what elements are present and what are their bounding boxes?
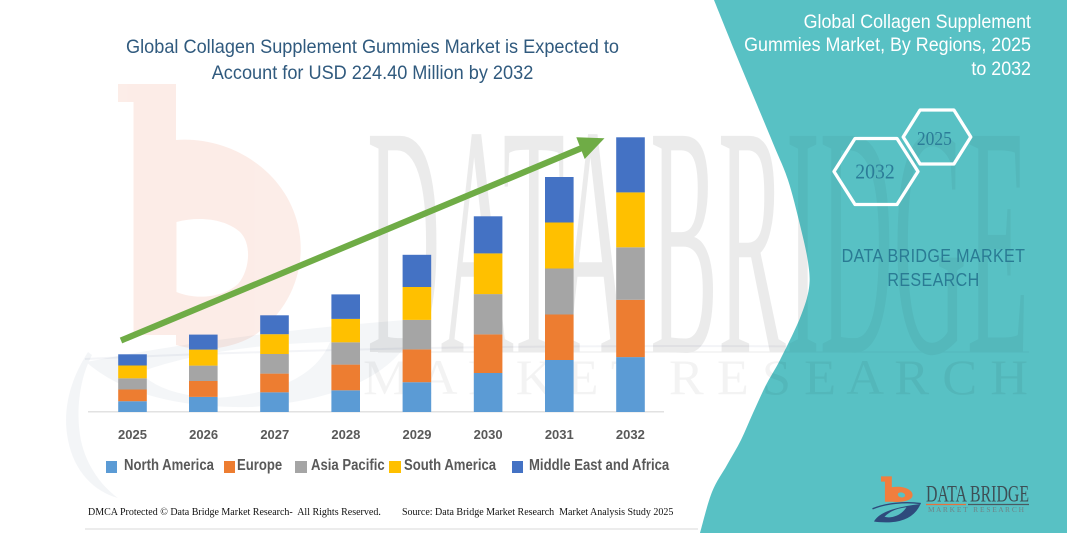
svg-text:2032: 2032 <box>855 160 895 184</box>
svg-text:2025: 2025 <box>917 128 952 150</box>
svg-text:DATA BRIDGE: DATA BRIDGE <box>926 482 1029 507</box>
svg-text:M A R K E T R E S E A R C H: M A R K E T R E S E A R C H <box>928 506 1024 514</box>
